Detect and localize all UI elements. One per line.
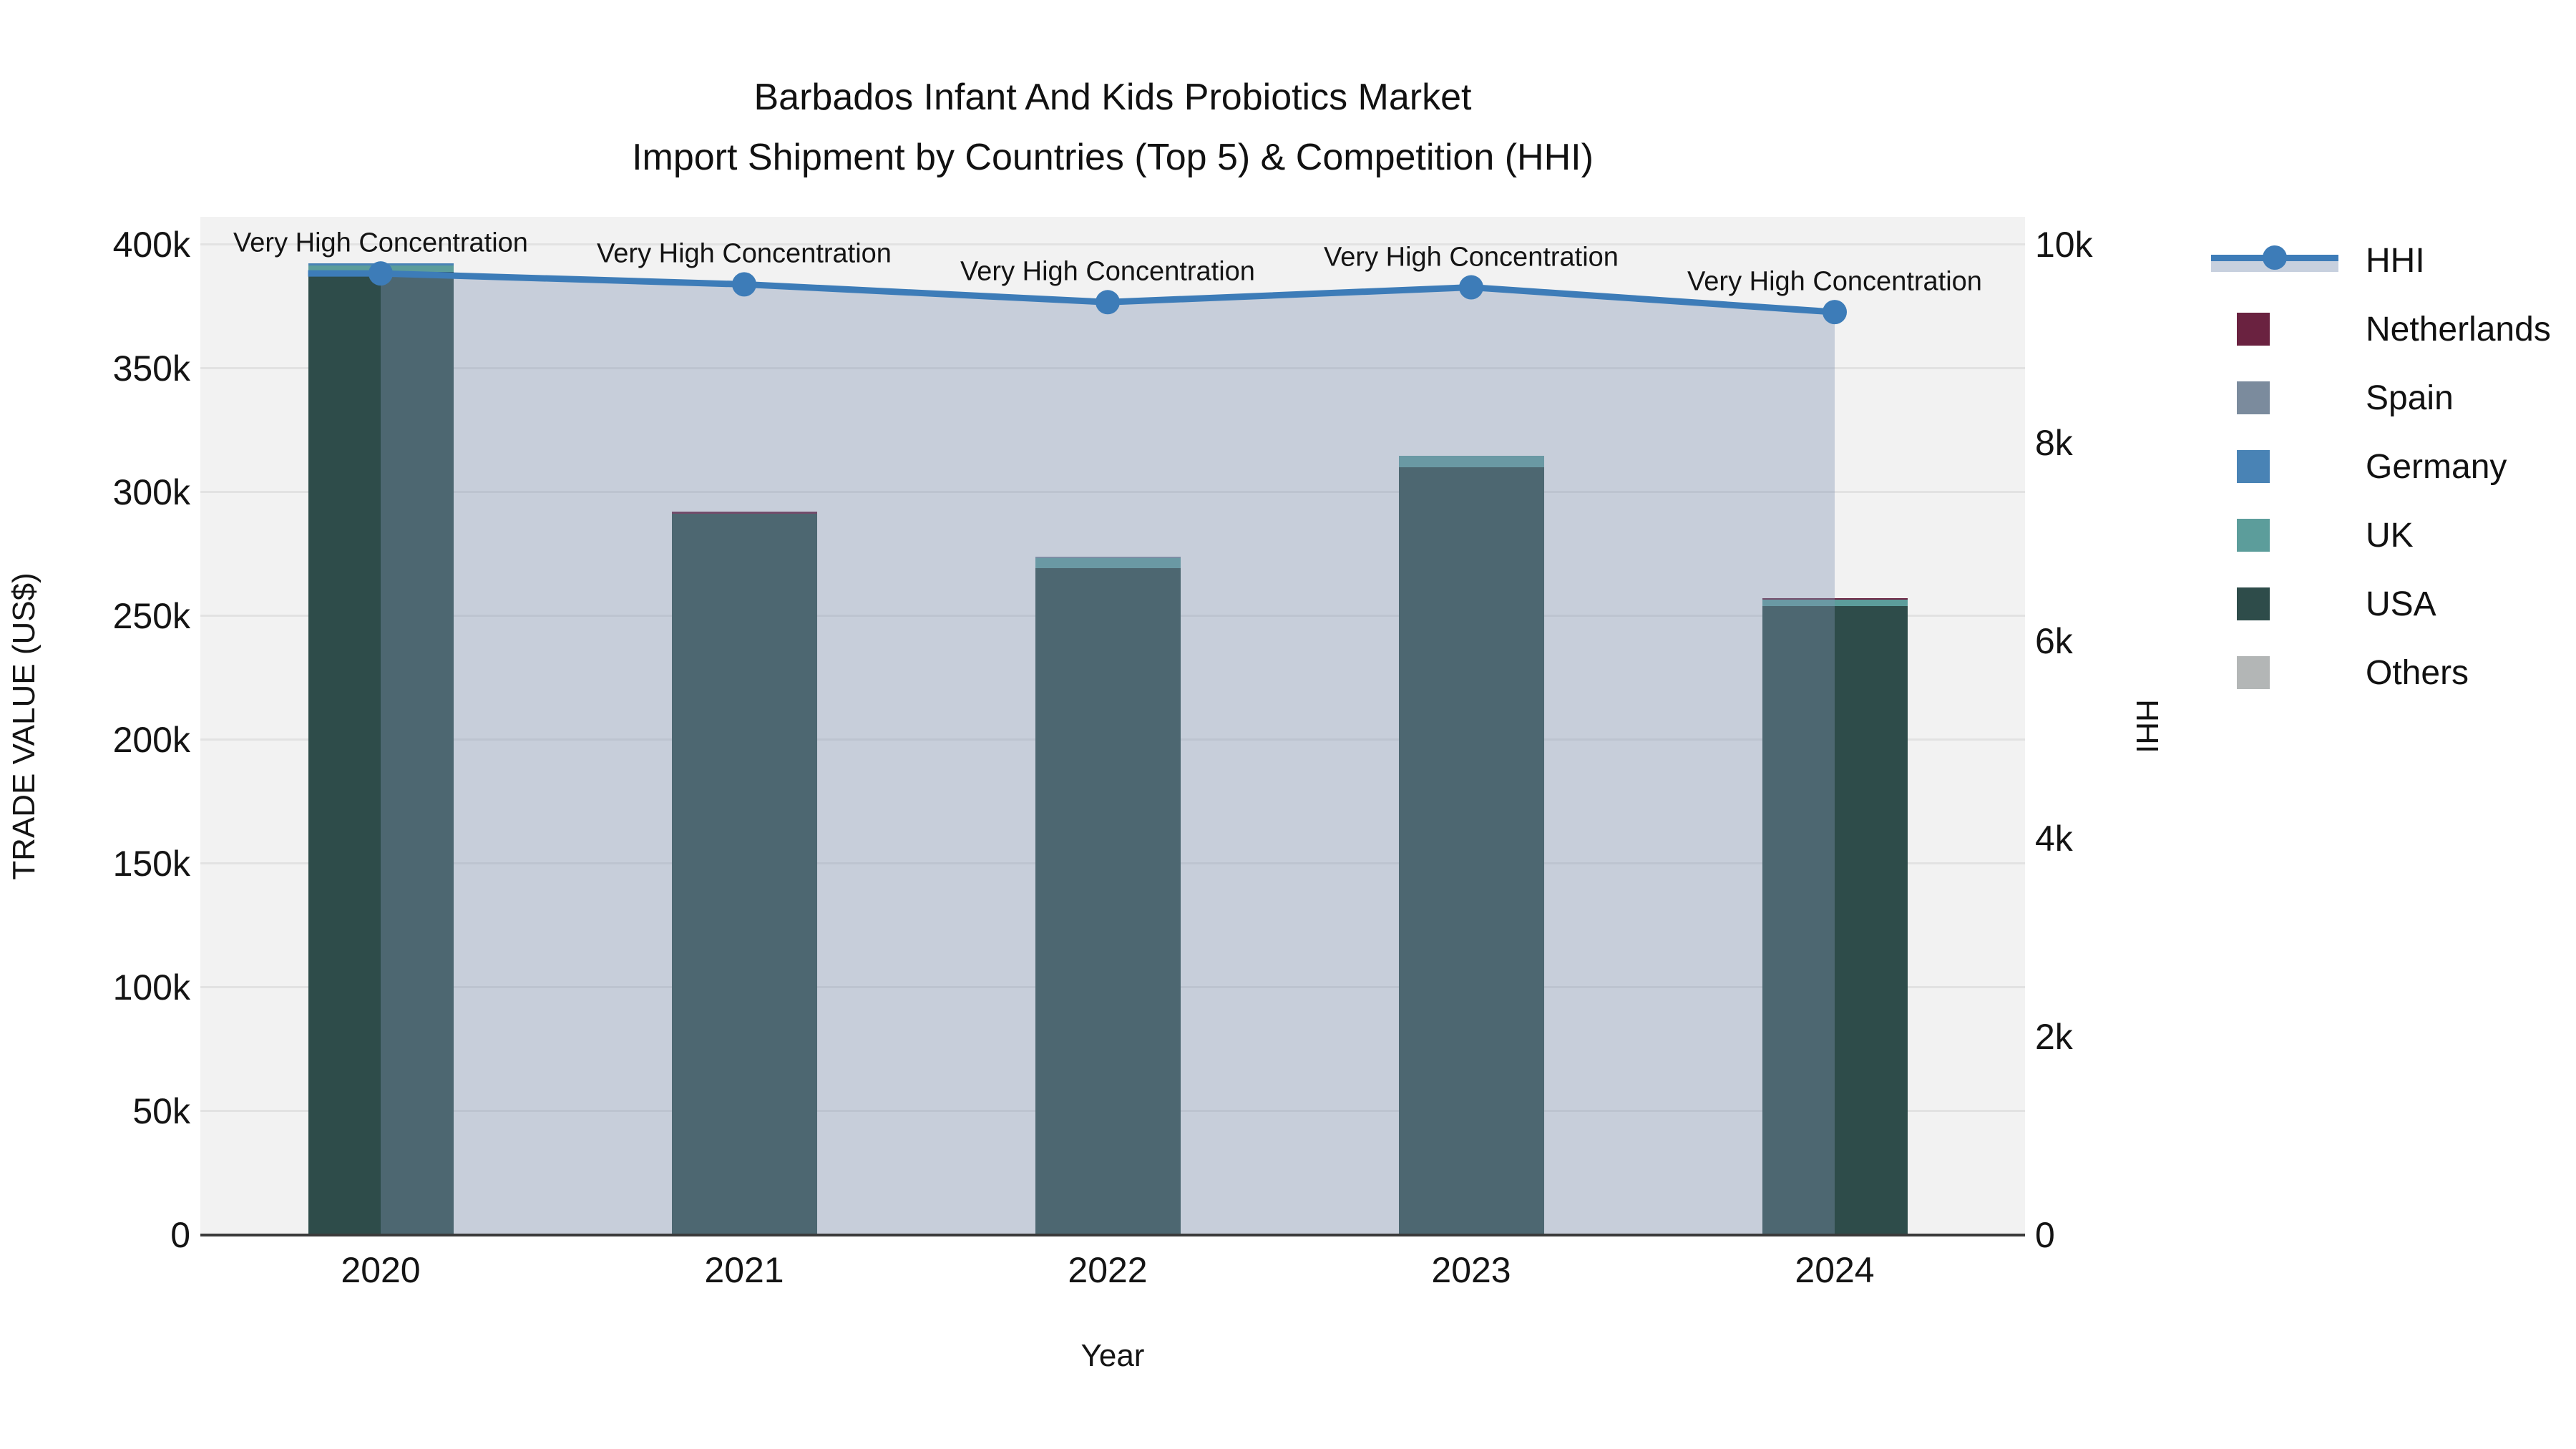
- bar-segment-netherlands-2024: [1762, 597, 1908, 600]
- right-tick-6k: 6k: [2035, 620, 2073, 661]
- hhi-marker-2024: [1823, 300, 1847, 325]
- bar-segment-usa-2020: [308, 272, 454, 1235]
- legend: HHI Netherlands Spain Germany UK USA Others: [2211, 226, 2551, 707]
- hhi-marker-2021: [732, 272, 756, 297]
- right-tick-8k: 8k: [2035, 422, 2073, 463]
- legend-item-hhi[interactable]: HHI: [2211, 226, 2551, 295]
- netherlands-color-swatch-icon: [2211, 313, 2347, 346]
- right-tick-4k: 4k: [2035, 819, 2073, 859]
- x-axis-title: Year: [1080, 1338, 1145, 1373]
- legend-label: Netherlands: [2366, 310, 2551, 348]
- germany-color-swatch-icon: [2211, 450, 2347, 483]
- hhi-marker-2023: [1459, 275, 1483, 300]
- left-tick-200k: 200k: [112, 719, 190, 760]
- chart-title-line2: Import Shipment by Countries (Top 5) & C…: [632, 137, 1594, 178]
- bar-segment-usa-2021: [671, 514, 817, 1235]
- right-axis-title: HHI: [2129, 698, 2165, 753]
- x-axis-line: [200, 1234, 2025, 1236]
- spain-color-swatch-icon: [2211, 381, 2347, 414]
- legend-item-spain[interactable]: Spain: [2211, 364, 2551, 432]
- left-tick-150k: 150k: [112, 843, 190, 884]
- bar-segment-uk-2023: [1398, 456, 1544, 467]
- left-axis-title: TRADE VALUE (US$): [6, 572, 42, 880]
- left-tick-350k: 350k: [112, 348, 190, 389]
- annotation-2023: Very High Concentration: [1324, 242, 1619, 273]
- hhi-line-icon: [2211, 245, 2347, 275]
- right-tick-0: 0: [2035, 1215, 2055, 1255]
- legend-item-uk[interactable]: UK: [2211, 501, 2551, 570]
- hhi-marker-2020: [369, 261, 393, 286]
- gridline: [200, 243, 2025, 246]
- annotation-2021: Very High Concentration: [597, 238, 892, 269]
- left-tick-100k: 100k: [112, 967, 190, 1008]
- bar-segment-usa-2022: [1035, 567, 1181, 1235]
- x-tick-2024: 2024: [1795, 1250, 1875, 1290]
- bar-segment-uk-2024: [1762, 599, 1908, 607]
- usa-color-swatch-icon: [2211, 587, 2347, 620]
- legend-label: Others: [2366, 653, 2469, 692]
- bar-segment-usa-2023: [1398, 467, 1544, 1235]
- plot-area: Very High Concentration Very High Concent…: [200, 217, 2025, 1235]
- bar-segment-spain-2022: [1035, 556, 1181, 558]
- legend-item-usa[interactable]: USA: [2211, 570, 2551, 638]
- hhi-line-chart: [308, 261, 1847, 1235]
- annotation-2020: Very High Concentration: [233, 228, 528, 258]
- annotation-2024: Very High Concentration: [1687, 266, 1982, 297]
- left-tick-250k: 250k: [112, 595, 190, 636]
- legend-label: Spain: [2366, 379, 2454, 417]
- hhi-area-fill: [381, 273, 1835, 1235]
- left-tick-400k: 400k: [112, 224, 190, 265]
- left-tick-0: 0: [170, 1215, 190, 1255]
- gridline: [200, 491, 2025, 494]
- legend-item-others[interactable]: Others: [2211, 638, 2551, 707]
- x-tick-2020: 2020: [341, 1250, 421, 1290]
- legend-item-germany[interactable]: Germany: [2211, 432, 2551, 501]
- others-color-swatch-icon: [2211, 656, 2347, 689]
- right-tick-10k: 10k: [2035, 225, 2093, 265]
- legend-label: HHI: [2366, 241, 2425, 280]
- x-tick-2021: 2021: [704, 1250, 784, 1290]
- chart-title-line1: Barbados Infant And Kids Probiotics Mark…: [753, 77, 1472, 118]
- bar-segment-usa-2024: [1762, 606, 1908, 1235]
- bar-segment-netherlands-2021: [671, 512, 817, 514]
- x-tick-2022: 2022: [1068, 1250, 1148, 1290]
- uk-color-swatch-icon: [2211, 519, 2347, 552]
- bar-segment-uk-2022: [1035, 557, 1181, 568]
- right-tick-2k: 2k: [2035, 1017, 2073, 1058]
- legend-label: USA: [2366, 585, 2436, 623]
- left-tick-50k: 50k: [132, 1091, 190, 1131]
- hhi-marker-2022: [1096, 290, 1120, 315]
- legend-label: Germany: [2366, 447, 2507, 486]
- x-tick-2023: 2023: [1431, 1250, 1511, 1290]
- gridline: [200, 367, 2025, 370]
- left-tick-300k: 300k: [112, 472, 190, 512]
- legend-item-netherlands[interactable]: Netherlands: [2211, 295, 2551, 364]
- annotation-2022: Very High Concentration: [960, 256, 1255, 287]
- legend-label: UK: [2366, 516, 2414, 555]
